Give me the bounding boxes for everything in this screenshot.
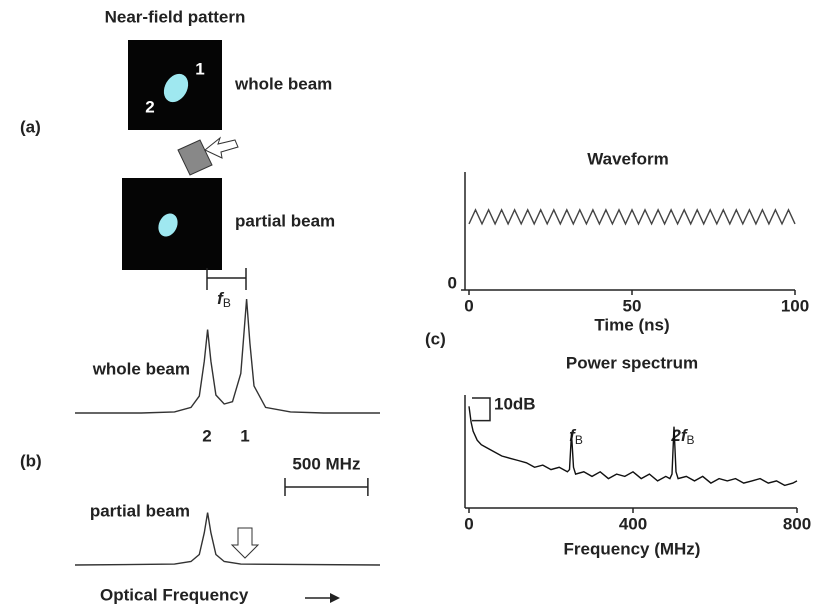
near-field-title: Near-field pattern — [105, 7, 246, 26]
axis-arrow — [305, 593, 340, 603]
x-axis-title: Optical Frequency — [100, 585, 249, 604]
panel-label: (a) — [20, 117, 41, 136]
beam-label: whole beam — [234, 74, 332, 93]
x-tick-label: 800 — [783, 514, 811, 533]
scale-bar-label: 10dB — [494, 394, 536, 413]
y-tick-label: 0 — [448, 273, 457, 292]
data-line — [74, 512, 381, 566]
x-tick-label: 50 — [623, 296, 642, 315]
scale-bar — [472, 397, 491, 422]
spot-label: 1 — [195, 59, 204, 78]
beam-spot — [163, 73, 189, 103]
down-arrow — [230, 527, 260, 559]
annotation: fB — [569, 426, 583, 447]
peak-label: 1 — [240, 426, 249, 445]
data-line — [468, 208, 796, 226]
arrow — [204, 136, 239, 159]
fb-bracket — [206, 268, 247, 290]
x-tick-label: 100 — [781, 296, 809, 315]
x-tick-label: 0 — [464, 514, 473, 533]
beam-splitter — [177, 139, 213, 176]
peak-label: 2 — [202, 426, 211, 445]
chart-title: Power spectrum — [566, 353, 698, 372]
x-tick-label: 400 — [619, 514, 647, 533]
spectrum-label: partial beam — [90, 501, 190, 520]
beam-label: partial beam — [235, 211, 335, 230]
panel-label: (c) — [425, 329, 446, 348]
spot-label: 2 — [145, 97, 154, 116]
data-line — [468, 406, 798, 487]
beam-spot — [158, 213, 178, 237]
scale-bar-label: 500 MHz — [292, 454, 360, 473]
x-tick-label: 0 — [464, 296, 473, 315]
panel-label: (b) — [20, 451, 42, 470]
spectrum-label: whole beam — [92, 359, 190, 378]
x-axis-title: Frequency (MHz) — [564, 539, 701, 558]
fb-label: fB — [217, 289, 231, 310]
chart-title: Waveform — [587, 149, 669, 168]
x-axis-title: Time (ns) — [594, 315, 669, 334]
data-line — [75, 299, 380, 414]
